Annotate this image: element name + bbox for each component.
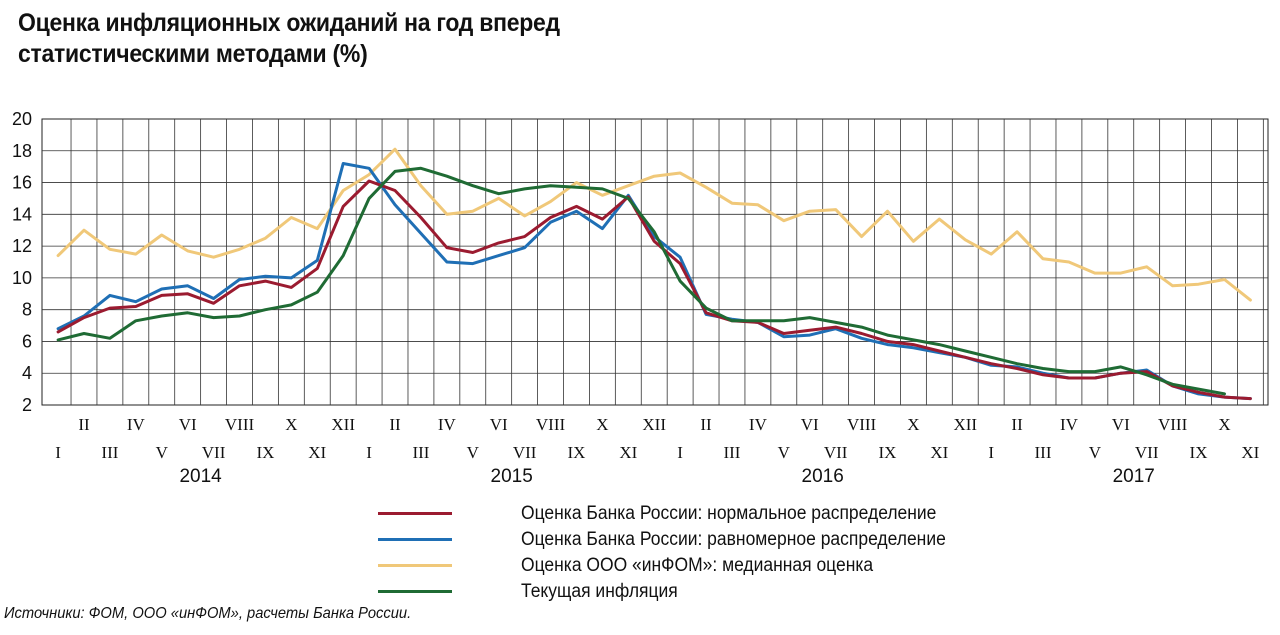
x-tick-label: XI: [308, 443, 326, 462]
x-tick-label: VIII: [847, 415, 877, 434]
x-tick-label: II: [78, 415, 90, 434]
x-tick-label: I: [366, 443, 372, 462]
legend-label-inflation: Текущая инфляция: [521, 581, 678, 602]
x-tick-label: IV: [127, 415, 146, 434]
x-tick-label: III: [723, 443, 740, 462]
y-tick-label: 2: [22, 395, 32, 415]
x-tick-label: II: [389, 415, 401, 434]
x-tick-label: VII: [1135, 443, 1159, 462]
legend-swatch-infom: [378, 564, 452, 567]
series-line-4: [56, 166, 1226, 396]
year-label: 2017: [1113, 466, 1155, 487]
year-label: 2014: [179, 466, 222, 487]
series-line-2: [56, 162, 1252, 401]
x-tick-label: X: [285, 415, 297, 434]
x-tick-label: I: [55, 443, 61, 462]
y-tick-label: 8: [22, 300, 32, 320]
x-tick-label: VIII: [1158, 415, 1188, 434]
x-tick-label: IX: [256, 443, 274, 462]
x-tick-label: IX: [879, 443, 897, 462]
plot-frame: [41, 118, 1269, 406]
x-tick-label: V: [1089, 443, 1102, 462]
x-tick-label: VI: [179, 415, 197, 434]
x-tick-label: IV: [438, 415, 457, 434]
legend-swatch-normal: [378, 512, 452, 515]
x-tick-label: XII: [642, 415, 666, 434]
y-tick-label: 16: [12, 173, 32, 193]
y-tick-label: 20: [12, 109, 32, 129]
x-tick-label: VIII: [225, 415, 255, 434]
x-tick-label: XI: [930, 443, 948, 462]
legend-item-infom: Оценка ООО «инФОМ»: медианная оценка: [378, 554, 1078, 578]
y-tick-label: 10: [12, 268, 32, 288]
series-line-1: [56, 179, 1252, 401]
y-tick-label: 4: [22, 363, 32, 383]
x-tick-label: I: [988, 443, 994, 462]
x-tick-label: VII: [513, 443, 537, 462]
legend-item-normal: Оценка Банка России: нормальное распреде…: [378, 502, 1078, 526]
x-tick-label: II: [700, 415, 712, 434]
x-tick-label: XI: [1241, 443, 1259, 462]
year-label: 2016: [802, 466, 844, 487]
y-tick-label: 6: [22, 331, 32, 351]
x-tick-label: IX: [567, 443, 585, 462]
x-tick-label: IX: [1190, 443, 1208, 462]
x-tick-label: I: [677, 443, 683, 462]
legend-swatch-uniform: [378, 538, 452, 541]
x-tick-label: VIII: [536, 415, 566, 434]
x-tick-label: VII: [202, 443, 226, 462]
legend-item-inflation: Текущая инфляция: [378, 580, 1078, 604]
x-tick-label: X: [907, 415, 919, 434]
y-tick-label: 12: [12, 236, 32, 256]
x-tick-label: X: [596, 415, 608, 434]
legend-swatch-inflation: [378, 590, 452, 593]
source-note: Источники: ФОМ, ООО «инФОМ», расчеты Бан…: [4, 605, 412, 622]
x-tick-label: II: [1011, 415, 1023, 434]
x-tick-label: XI: [619, 443, 637, 462]
legend-label-infom: Оценка ООО «инФОМ»: медианная оценка: [521, 555, 874, 576]
x-tick-label: VI: [490, 415, 508, 434]
y-tick-label: 14: [12, 204, 32, 224]
x-tick-label: VI: [1112, 415, 1130, 434]
legend-label-uniform: Оценка Банка России: равномерное распред…: [521, 529, 946, 550]
x-tick-label: III: [412, 443, 429, 462]
x-tick-label: V: [467, 443, 480, 462]
x-tick-label: IV: [749, 415, 768, 434]
x-tick-label: VI: [801, 415, 819, 434]
x-tick-label: III: [101, 443, 118, 462]
x-tick-label: XII: [331, 415, 355, 434]
x-tick-label: V: [778, 443, 791, 462]
x-tick-label: XII: [953, 415, 977, 434]
x-tick-label: III: [1035, 443, 1052, 462]
x-tick-label: X: [1218, 415, 1230, 434]
legend-label-normal: Оценка Банка России: нормальное распреде…: [521, 503, 937, 524]
y-tick-label: 18: [12, 141, 32, 161]
year-label: 2015: [491, 466, 533, 487]
series-line-3: [56, 147, 1252, 302]
legend-item-uniform: Оценка Банка России: равномерное распред…: [378, 528, 1078, 552]
chart-title-line-2: статистическими методами (%): [18, 40, 368, 68]
x-tick-label: IV: [1060, 415, 1079, 434]
x-tick-label: VII: [824, 443, 848, 462]
chart-title-line-1: Оценка инфляционных ожиданий на год впер…: [18, 9, 560, 37]
line-chart: 2468101214161820IIIIIIIVVVIVIIVIIIIXXXIX…: [12, 109, 1269, 487]
x-tick-label: V: [156, 443, 169, 462]
chart-title: Оценка инфляционных ожиданий на год впер…: [18, 8, 680, 70]
